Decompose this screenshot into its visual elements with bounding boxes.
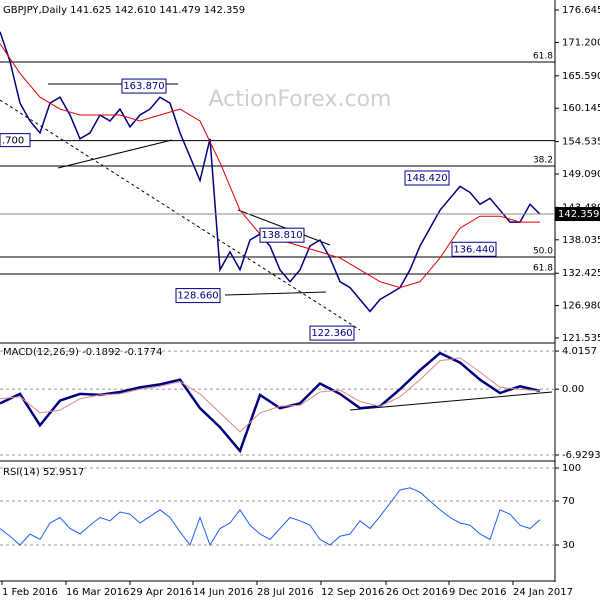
y-tick-label: 100	[562, 463, 581, 474]
panel-title: RSI(14) 52.9517	[3, 467, 84, 478]
y-tick-label: 4.0157	[562, 346, 597, 357]
x-tick-label: 29 Apr 2016	[130, 587, 192, 598]
annotation-label: 138.810	[261, 230, 302, 241]
trendline	[349, 391, 553, 411]
level-label: .700	[2, 136, 24, 147]
x-tick-label: 26 Oct 2016	[386, 587, 448, 598]
annotation-box	[259, 227, 305, 243]
y-tick-label: 70	[562, 496, 575, 507]
y-tick-label: 171.200	[562, 37, 600, 48]
y-tick-label: 126.980	[562, 301, 600, 312]
y-tick-label: 149.090	[562, 169, 600, 180]
y-tick-label: 138.035	[562, 235, 600, 246]
annotation-label: 128.660	[177, 291, 218, 302]
x-tick-label: 1 Feb 2016	[2, 587, 58, 598]
annotation-label: 148.420	[406, 173, 447, 184]
series-line	[0, 31, 541, 313]
x-tick-label: 24 Jan 2017	[513, 587, 573, 598]
y-tick-label: 30	[562, 540, 575, 551]
x-tick-label: 28 Jul 2016	[257, 587, 314, 598]
level-label: 38.2	[533, 156, 553, 166]
annotation-label: 122.360	[311, 328, 352, 339]
annotation-box	[309, 325, 355, 341]
level-label: 61.8	[533, 52, 553, 62]
chart-title: GBPJPY,Daily 141.625 142.610 141.479 142…	[3, 5, 245, 16]
last-price-label: 142.359	[558, 209, 599, 220]
trendline	[237, 209, 331, 246]
y-tick-label: 154.535	[562, 137, 600, 148]
watermark: ActionForex.com	[209, 87, 392, 112]
annotation-box	[451, 241, 497, 257]
x-tick-label: 14 Jun 2016	[193, 587, 253, 598]
level-label: 50.0	[533, 247, 553, 257]
y-tick-label: 160.145	[562, 103, 600, 114]
annotation-box	[175, 288, 221, 304]
series-line	[0, 351, 541, 454]
trendline	[224, 291, 327, 296]
y-tick-label: -6.9293	[562, 450, 600, 461]
x-tick-label: 12 Sep 2016	[321, 587, 384, 598]
last-price-box	[555, 207, 600, 222]
x-tick-label: 16 Mar 2016	[66, 587, 129, 598]
level-label: 61.8	[533, 264, 553, 274]
y-tick-label: 121.535	[562, 333, 600, 344]
series-line	[0, 487, 541, 547]
x-tick-label: 9 Dec 2016	[449, 587, 507, 598]
y-tick-label: 165.590	[562, 71, 600, 82]
label-box	[0, 133, 31, 148]
y-tick-label: 132.425	[562, 268, 600, 279]
annotation-label: 163.870	[123, 81, 164, 92]
y-tick-label: 0.00	[562, 384, 584, 395]
y-tick-label: 176.645	[562, 5, 600, 16]
series-line	[0, 357, 541, 433]
annotation-box	[121, 78, 167, 94]
panel-title: MACD(12,26,9) -0.1892 -0.1774	[3, 347, 163, 358]
annotation-label: 136.440	[453, 244, 494, 255]
trendline	[0, 99, 361, 331]
trendline	[57, 139, 173, 169]
annotation-box	[404, 170, 450, 186]
